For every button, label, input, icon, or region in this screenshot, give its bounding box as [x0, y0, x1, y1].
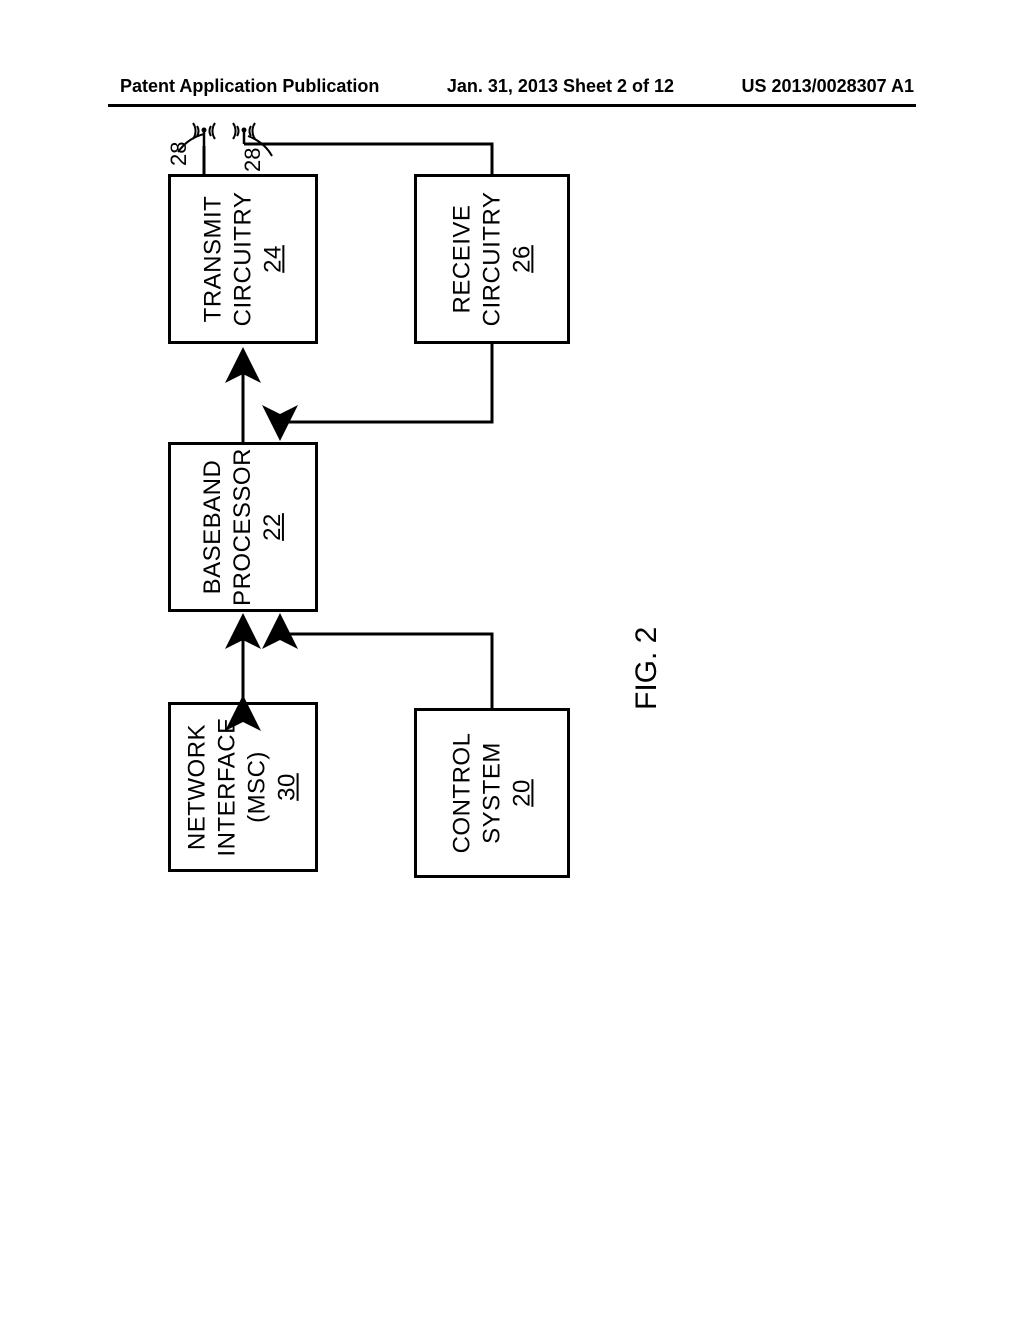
- block-diagram: NETWORK INTERFACE (MSC) 30 CONTROL SYSTE…: [148, 130, 788, 930]
- page: Patent Application Publication Jan. 31, …: [0, 0, 1024, 1320]
- antenna-upper-label: 28: [166, 142, 191, 166]
- conn-receive-baseband: [280, 344, 492, 438]
- header-right: US 2013/0028307 A1: [742, 76, 914, 97]
- header-left: Patent Application Publication: [120, 76, 379, 97]
- antenna-lower-label: 28: [240, 148, 265, 172]
- figure-label: FIG. 2: [630, 627, 664, 710]
- header-center: Jan. 31, 2013 Sheet 2 of 12: [447, 76, 674, 97]
- connections-overlay: 28 28: [148, 130, 788, 930]
- antenna-lower-icon: [233, 123, 255, 144]
- page-header: Patent Application Publication Jan. 31, …: [0, 76, 1024, 97]
- conn-receive-antenna: [244, 144, 492, 174]
- conn-control-baseband: [280, 616, 492, 708]
- header-rule: [108, 104, 916, 107]
